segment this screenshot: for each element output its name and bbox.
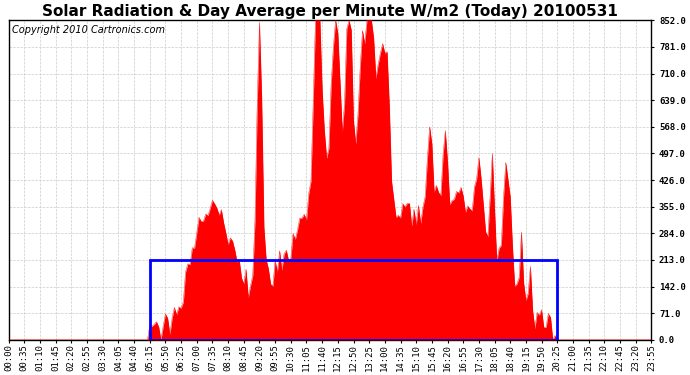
Title: Solar Radiation & Day Average per Minute W/m2 (Today) 20100531: Solar Radiation & Day Average per Minute… — [42, 4, 618, 19]
Bar — [150, 260, 558, 340]
Text: Copyright 2010 Cartronics.com: Copyright 2010 Cartronics.com — [12, 25, 165, 35]
